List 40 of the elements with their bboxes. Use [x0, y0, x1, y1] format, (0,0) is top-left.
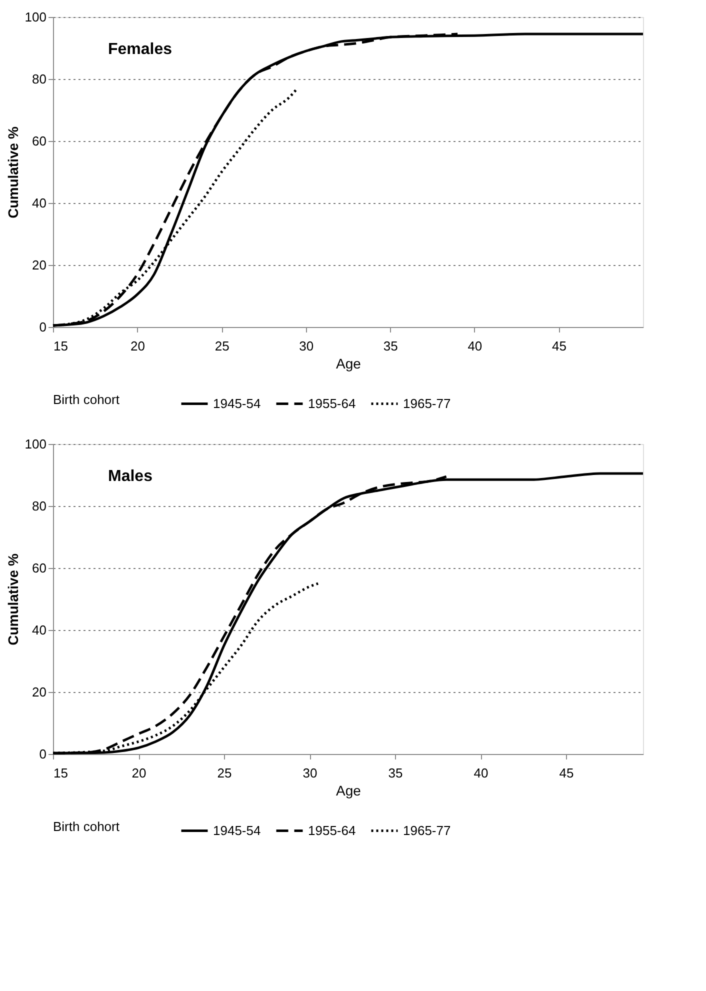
x-tick-label: 20	[130, 338, 146, 354]
x-tick-label: 30	[302, 766, 318, 780]
legend-label: 1955-64	[308, 396, 356, 411]
y-tick-label: 40	[32, 196, 46, 210]
legend-title: Birth cohort	[53, 819, 120, 834]
y-tick-label: 100	[24, 10, 46, 24]
legend-label: 1945-54	[213, 396, 261, 411]
x-axis-title: Age	[336, 782, 362, 798]
x-tick-label: 35	[383, 338, 398, 354]
y-tick-label: 100	[24, 436, 46, 452]
x-tick-label: 25	[217, 766, 232, 780]
y-tick-label: 40	[32, 622, 46, 638]
text: Males	[108, 468, 153, 485]
y-tick-label: 0	[39, 746, 46, 762]
x-tick-label: 20	[132, 766, 146, 780]
legend-label: 1965-77	[403, 396, 451, 411]
x-tick-label: 15	[54, 338, 68, 354]
y-tick-label: 80	[32, 498, 46, 514]
y-tick-label: 60	[32, 560, 46, 576]
x-tick-label: 25	[214, 338, 230, 354]
text: Females	[108, 41, 172, 58]
x-axis-title: Age	[336, 356, 362, 372]
x-tick-label: 40	[474, 766, 488, 780]
x-tick-label: 45	[559, 766, 574, 780]
legend-label: 1945-54	[213, 822, 261, 838]
x-tick-label: 30	[299, 338, 314, 354]
x-tick-label: 15	[54, 766, 68, 780]
y-tick-label: 20	[32, 684, 46, 700]
y-axis-title: Cumulative %	[4, 553, 21, 646]
legend-label: 1955-64	[308, 822, 356, 838]
x-tick-label: 45	[552, 338, 566, 354]
x-tick-label: 40	[468, 338, 482, 354]
x-tick-label: 35	[388, 766, 403, 780]
y-tick-label: 0	[39, 320, 46, 334]
legend-label: 1965-77	[403, 822, 451, 838]
y-axis-title: Cumulative %	[4, 126, 21, 218]
y-tick-label: 60	[32, 134, 46, 148]
y-tick-label: 20	[32, 258, 46, 272]
legend-title: Birth cohort	[53, 392, 120, 407]
y-tick-label: 80	[32, 72, 46, 86]
